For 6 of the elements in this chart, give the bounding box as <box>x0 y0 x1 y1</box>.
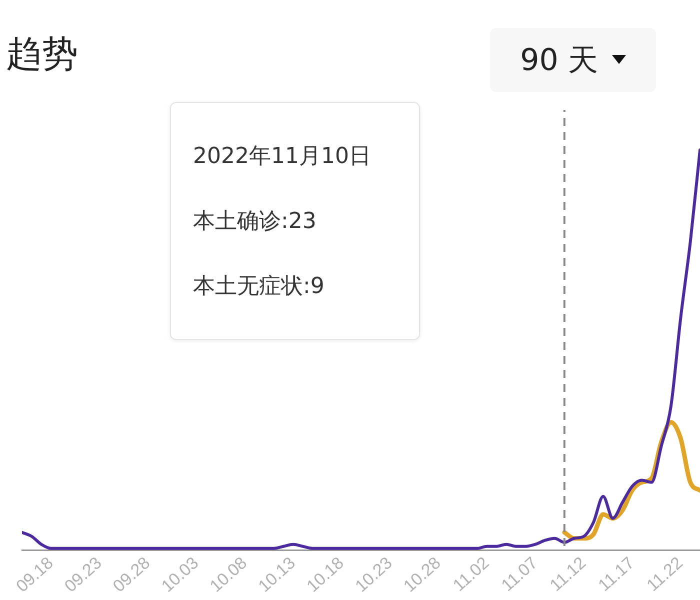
annotation: 本土无症状:9 <box>193 273 326 301</box>
text: 90 天 <box>520 42 598 80</box>
annotation: 2022年11月10日 <box>193 143 372 171</box>
chart-title: 趋势 <box>6 33 78 77</box>
annotation: 本土确诊:23 <box>193 208 318 236</box>
tooltip-card: 2022年11月10日 本土确诊:23 本土无症状:9 <box>170 102 420 340</box>
